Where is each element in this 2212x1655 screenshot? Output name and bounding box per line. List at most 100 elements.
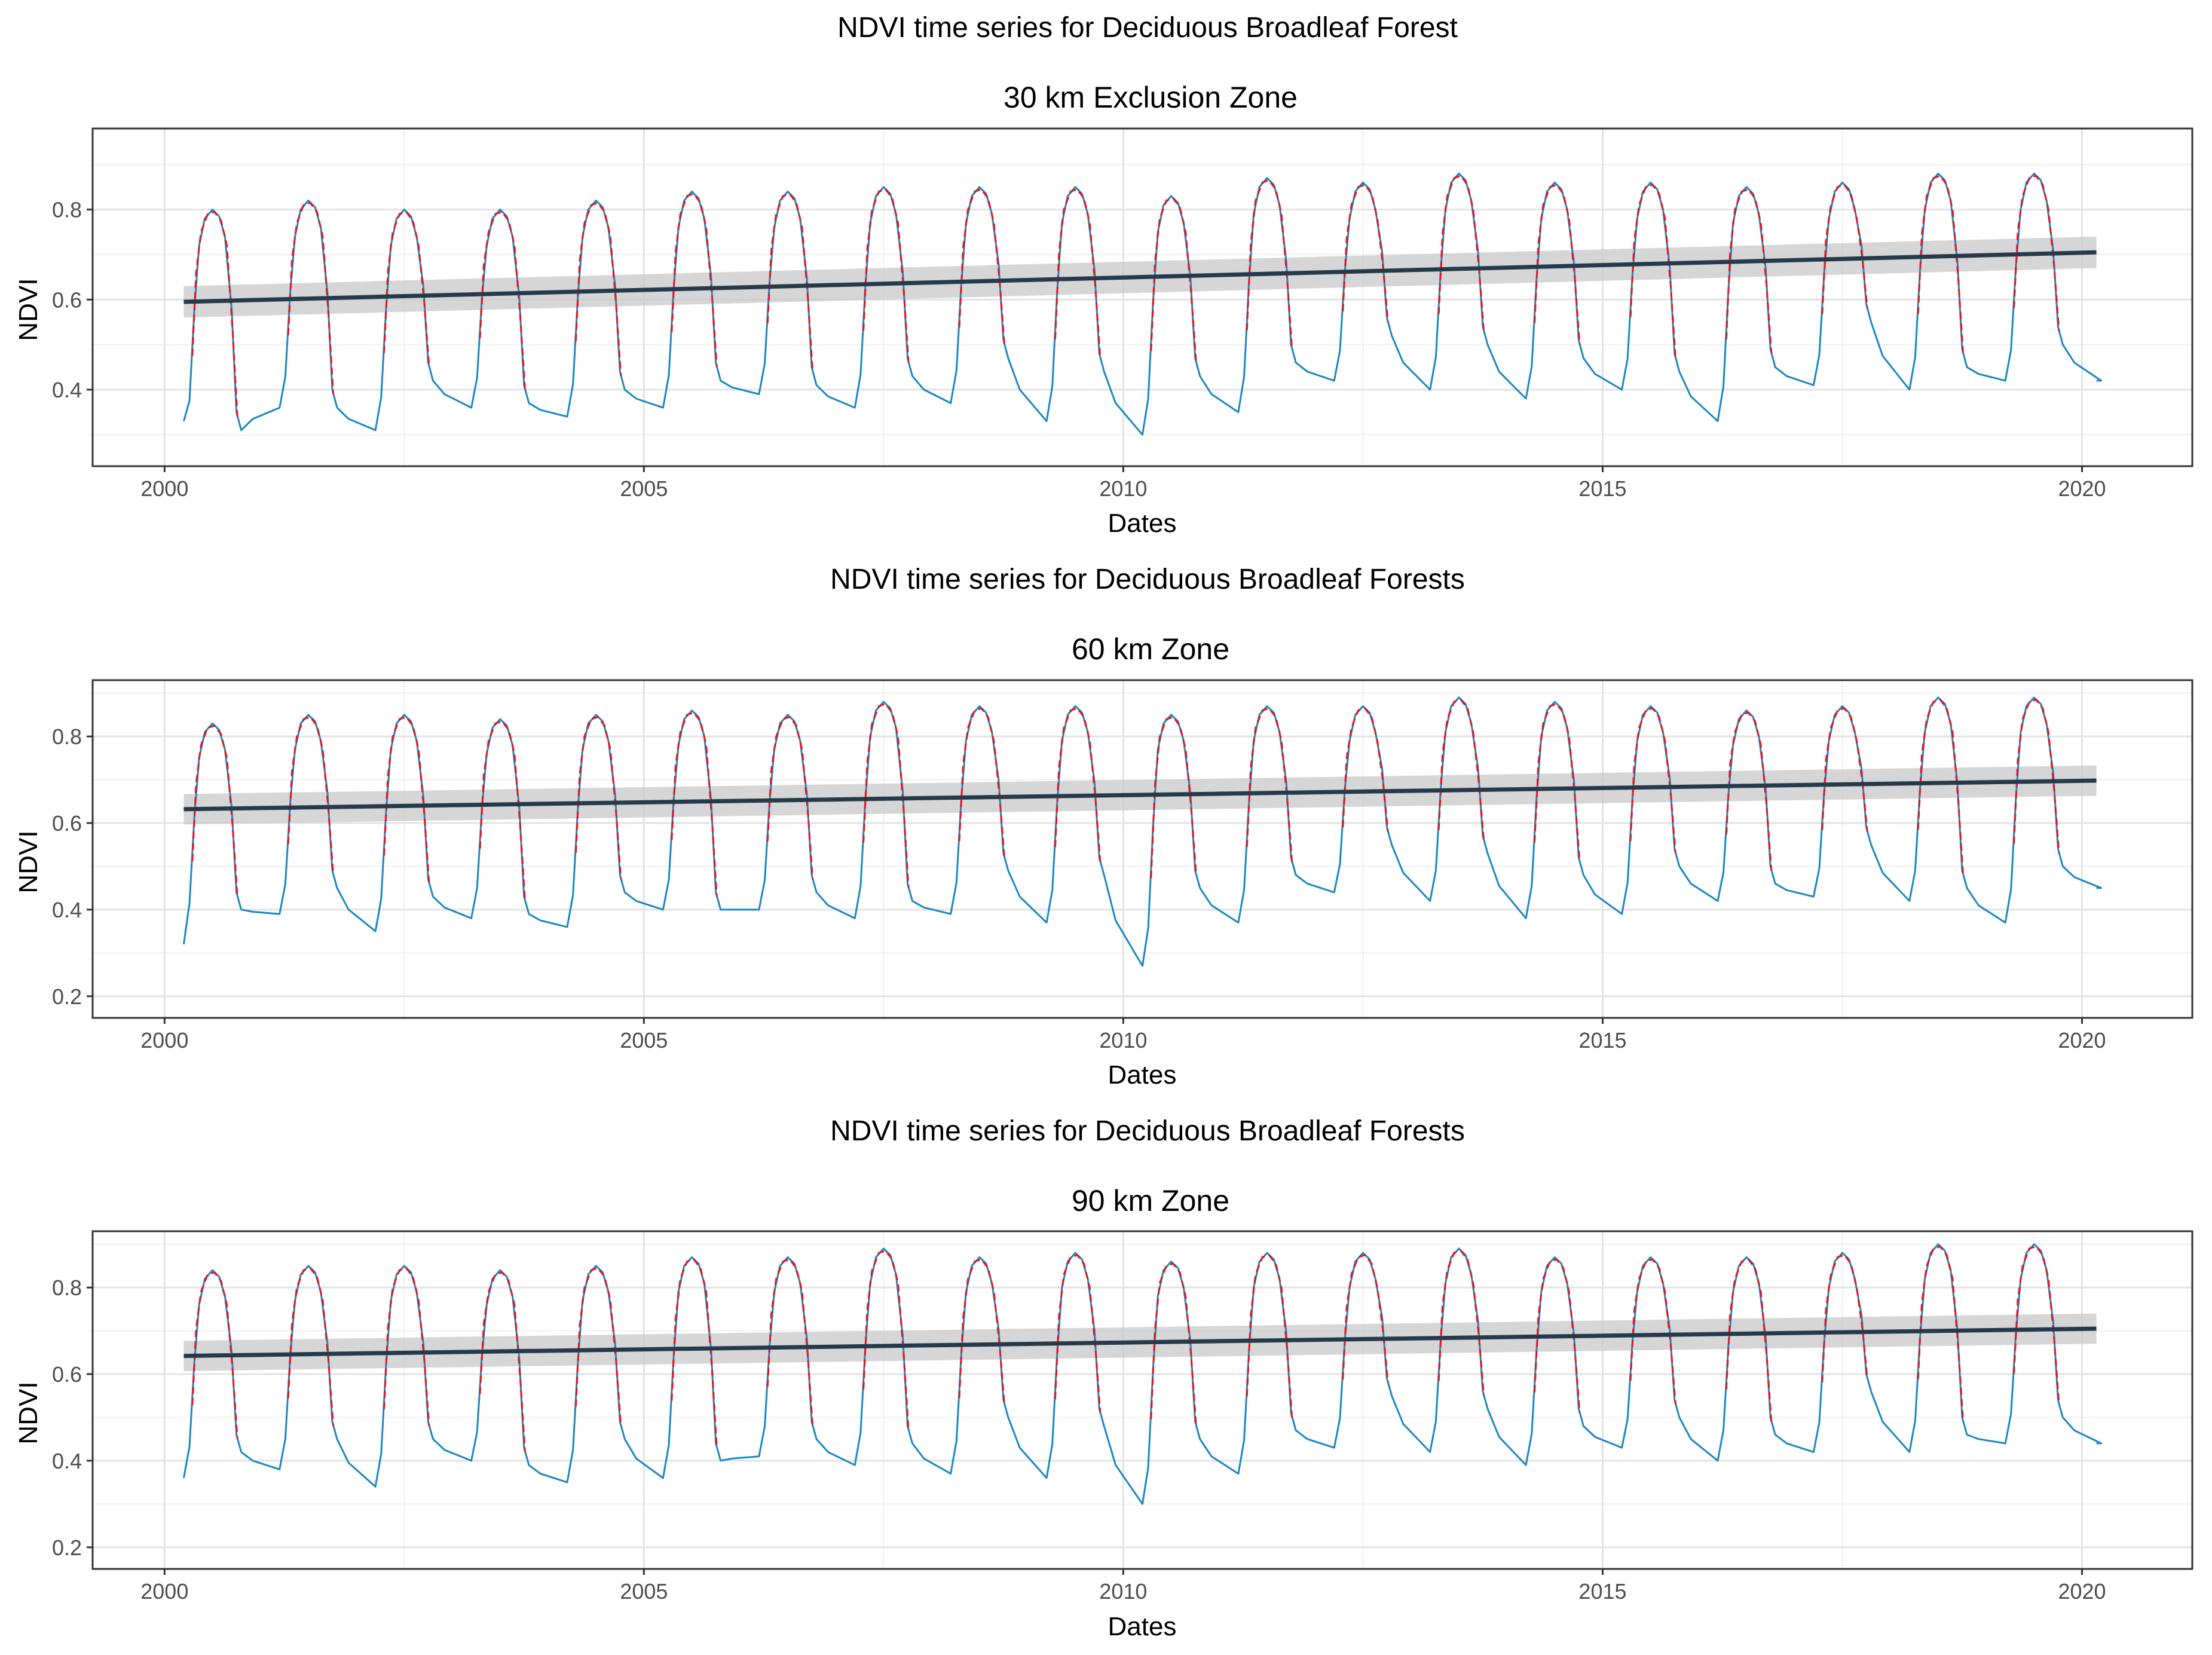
x-tick-label: 2000: [140, 1028, 188, 1053]
trend-line: [183, 250, 2097, 304]
plot-area: 0.2 0.4 0.6 0.8 2000 2005 2010 2015 2020: [52, 679, 2193, 1053]
fitted-seasonal-line: [958, 707, 1005, 858]
fitted-seasonal-line: [1534, 703, 1581, 862]
fitted-seasonal-line: [287, 1267, 335, 1427]
y-axis-label: NDVI: [14, 278, 43, 341]
fitted-seasonal-line: [383, 715, 430, 884]
fitted-seasonal-line: [575, 1267, 622, 1427]
plot-area: 0.4 0.6 0.8 2000 2005 2010 2015 2020: [52, 127, 2193, 501]
fitted-seasonal-line: [191, 724, 238, 897]
fitted-seasonal-line: [1725, 711, 1773, 871]
panel-subtitle: 30 km Exclusion Zone: [1003, 81, 1298, 114]
ndvi-series-line: [182, 696, 2103, 967]
fitted-seasonal-line: [766, 715, 814, 880]
y-tick-label: 0.2: [52, 984, 82, 1009]
plot-background: [93, 680, 2192, 1018]
fitted-seasonal-line: [766, 192, 814, 372]
y-tick-label: 0.6: [52, 811, 82, 836]
fitted-seasonal-line: [383, 210, 430, 368]
y-tick-label: 0.2: [52, 1535, 82, 1560]
fitted-seasonal-line: [287, 715, 335, 876]
fitted-seasonal-line: [766, 1258, 814, 1427]
fitted-seasonal-line: [1054, 707, 1102, 862]
x-axis-label: Dates: [1108, 509, 1177, 538]
fitted-seasonal-line: [2013, 698, 2060, 853]
fitted-seasonal-line: [1437, 175, 1485, 332]
y-tick-label: 0.4: [52, 378, 82, 402]
panel-subtitle: 60 km Zone: [1072, 632, 1229, 666]
fitted-seasonal-line: [1821, 707, 1868, 832]
panel-90km: NDVI time series for Deciduous Broadleaf…: [14, 1115, 2193, 1641]
fitted-seasonal-line: [1534, 183, 1581, 345]
x-tick-label: 2020: [2058, 476, 2106, 501]
x-tick-label: 2000: [140, 1579, 188, 1604]
panel-border: [91, 127, 2193, 467]
ndvi-series-line: [182, 172, 2103, 436]
fitted-seasonal-line: [1534, 1258, 1581, 1414]
x-tick-label: 2015: [1578, 476, 1626, 501]
panel-60km: NDVI time series for Deciduous Broadleaf…: [14, 564, 2193, 1090]
fitted-seasonal-line: [1725, 1258, 1773, 1422]
fitted-seasonal-line: [862, 1249, 910, 1431]
x-tick-label: 2020: [2058, 1579, 2106, 1604]
fitted-seasonal-line: [383, 1267, 430, 1427]
fitted-seasonal-line: [1629, 1258, 1676, 1405]
panel-subtitle: 90 km Zone: [1072, 1184, 1229, 1217]
y-tick-label: 0.8: [52, 1275, 82, 1300]
fitted-seasonal-line: [1821, 183, 1868, 314]
y-tick-label: 0.8: [52, 198, 82, 222]
fitted-seasonal-line: [958, 1258, 1005, 1405]
fitted-seasonal-line: [1629, 707, 1676, 853]
fitted-seasonal-line: [671, 1258, 718, 1448]
fitted-seasonal-line: [1054, 1254, 1102, 1414]
fitted-seasonal-line: [1150, 1262, 1197, 1427]
x-tick-label: 2005: [620, 1028, 668, 1053]
x-tick-label: 2000: [140, 476, 188, 501]
panel-title: NDVI time series for Deciduous Broadleaf…: [837, 12, 1458, 44]
fitted-seasonal-line: [1917, 698, 1965, 876]
x-tick-label: 2010: [1099, 1579, 1147, 1604]
fitted-seasonal-line: [1342, 183, 1389, 323]
fitted-seasonal-line: [479, 1271, 526, 1452]
fitted-seasonal-line: [1821, 1254, 1868, 1382]
x-tick-label: 2005: [620, 476, 668, 501]
y-axis-label: NDVI: [14, 1381, 43, 1444]
x-tick-label: 2010: [1099, 476, 1147, 501]
x-tick-label: 2005: [620, 1579, 668, 1604]
y-tick-label: 0.8: [52, 724, 82, 749]
panel-title: NDVI time series for Deciduous Broadleaf…: [830, 564, 1465, 595]
trend-line: [183, 778, 2097, 812]
x-tick-label: 2010: [1099, 1028, 1147, 1053]
fitted-seasonal-line: [1342, 1254, 1389, 1383]
fitted-seasonal-line: [2013, 175, 2060, 332]
fitted-seasonal-line: [575, 201, 622, 377]
fitted-seasonal-line: [287, 201, 335, 394]
trend-line: [183, 1326, 2097, 1359]
fitted-seasonal-line: [671, 192, 718, 368]
fitted-seasonal-line: [1342, 707, 1389, 832]
fitted-seasonal-line: [2013, 1245, 2060, 1405]
fitted-seasonal-line: [191, 1271, 238, 1439]
y-tick-label: 0.4: [52, 898, 82, 922]
fitted-seasonal-line: [1150, 715, 1197, 879]
x-axis-label: Dates: [1108, 1060, 1177, 1090]
plot-area: 0.2 0.4 0.6 0.8 2000 2005 2010 2015 2020: [52, 1230, 2193, 1604]
y-tick-label: 0.4: [52, 1449, 82, 1473]
y-tick-label: 0.6: [52, 1362, 82, 1387]
fitted-seasonal-line: [1246, 707, 1293, 862]
x-tick-label: 2015: [1578, 1579, 1626, 1604]
panel-30km: NDVI time series for Deciduous Broadleaf…: [14, 12, 2193, 538]
panel-border: [91, 1230, 2193, 1570]
panel-title: NDVI time series for Deciduous Broadleaf…: [830, 1115, 1465, 1147]
plot-background: [93, 1231, 2192, 1569]
fitted-seasonal-line: [1917, 1245, 1965, 1422]
y-tick-label: 0.6: [52, 287, 82, 312]
fitted-seasonal-line: [1246, 1254, 1293, 1418]
fitted-seasonal-line: [1150, 197, 1197, 363]
fitted-seasonal-line: [862, 703, 910, 888]
fitted-seasonal-line: [671, 711, 718, 897]
fitted-seasonal-line: [1437, 1249, 1485, 1396]
fitted-seasonal-line: [1437, 698, 1485, 841]
